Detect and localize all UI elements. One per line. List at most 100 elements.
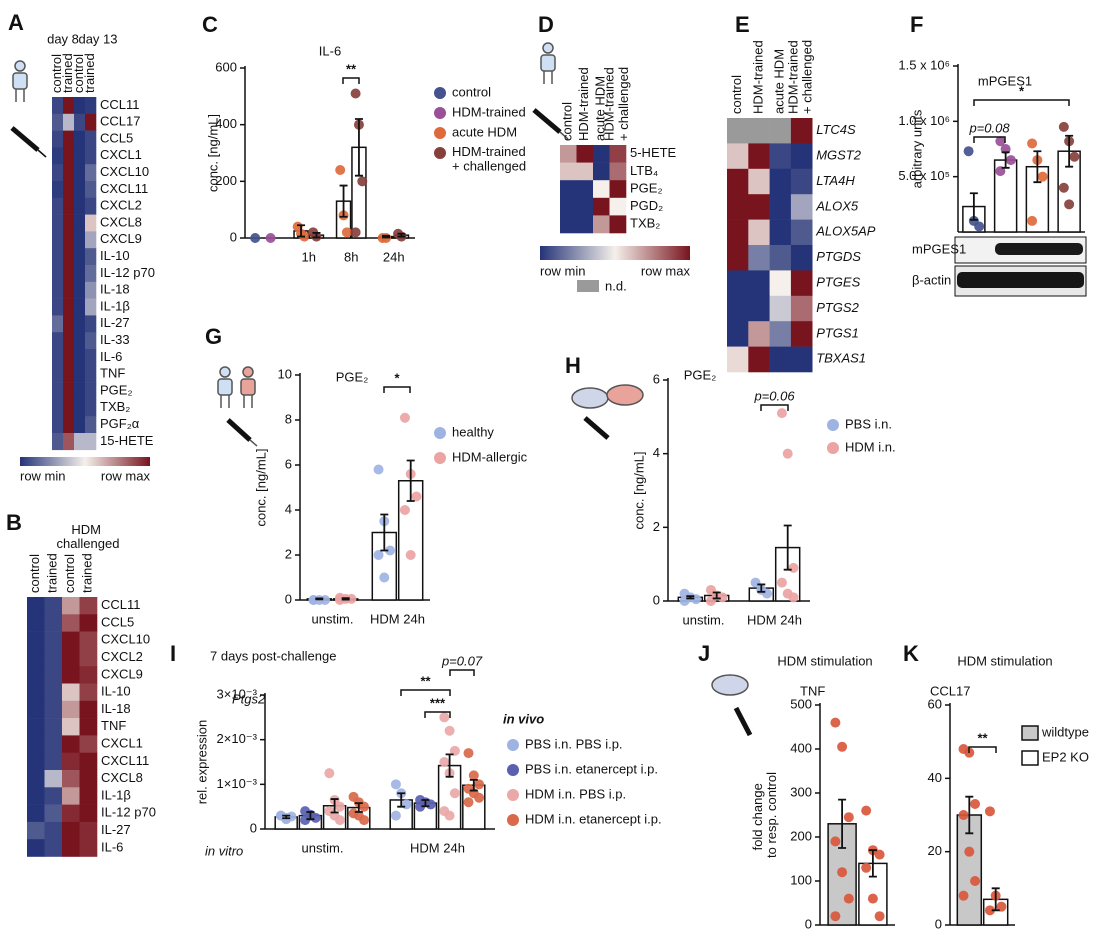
legend-label: HDM i.n. — [845, 439, 896, 454]
nd-label: n.d. — [605, 278, 627, 293]
data-point — [390, 810, 401, 821]
chart-title: mPGES1 — [978, 73, 1032, 88]
heatmap-cell — [593, 197, 610, 216]
heatmap-cell — [44, 839, 63, 857]
heatmap-cell — [576, 145, 594, 163]
heatmap-cell — [62, 735, 80, 753]
heatmap-cell — [63, 349, 75, 367]
row-label: IL-12 p70 — [101, 805, 156, 820]
data-point — [830, 836, 841, 847]
heatmap-cell — [748, 321, 770, 347]
heatmap-cell — [85, 113, 97, 131]
significance-label: * — [394, 370, 400, 385]
heatmap-cell — [63, 197, 75, 215]
y-tick-label: 200 — [215, 173, 237, 188]
column-label: acute HDM — [593, 76, 608, 141]
heatmap-cell — [790, 321, 813, 347]
data-point — [964, 846, 975, 857]
legend-label: HDM-trained + challenged — [452, 144, 529, 173]
row-label: PGD₂ — [630, 198, 663, 213]
row-label: CXCL8 — [100, 214, 142, 229]
data-point — [468, 770, 479, 781]
heatmap-cell — [63, 281, 75, 299]
mouse-icon — [711, 674, 749, 696]
heatmap-cell — [44, 787, 63, 805]
chart-title: 7 days post-challenge — [210, 648, 336, 663]
data-point — [861, 862, 872, 873]
row-label: CCL11 — [100, 97, 140, 112]
error-bar — [421, 799, 430, 808]
y-tick-label: 400 — [790, 740, 812, 755]
heatmap-cell — [769, 321, 792, 347]
heatmap-cell — [79, 597, 98, 615]
heatmap-cell — [63, 147, 75, 165]
row-label: PTGDS — [816, 249, 861, 264]
heatmap-cell — [74, 433, 86, 451]
heatmap-cell — [27, 787, 45, 805]
data-point — [984, 905, 995, 916]
data-point — [444, 810, 455, 821]
significance-bracket — [449, 669, 475, 676]
column-label: HDM-trained + challenged — [786, 37, 815, 114]
syringe-icon — [226, 418, 258, 447]
error-bar — [297, 224, 306, 238]
heatmap-cell — [74, 349, 86, 367]
y-tick-label: 6 — [285, 456, 292, 471]
row-label: TXB₂ — [630, 216, 660, 231]
data-point — [970, 799, 981, 809]
panel-letter: D — [538, 12, 554, 37]
heatmap-cell — [62, 821, 80, 840]
data-point — [963, 146, 974, 157]
data-point — [350, 227, 361, 238]
y-tick-label: 2 — [653, 519, 660, 534]
nd-swatch — [577, 280, 599, 292]
row-label: CXCL8 — [101, 770, 143, 785]
column-group-label: day 13 — [78, 31, 117, 46]
heatmap-cell — [44, 735, 63, 753]
heatmap-cell — [79, 614, 98, 632]
heatmap-cell — [27, 666, 45, 684]
heatmap-cell — [85, 365, 97, 383]
legend-title: in vivo — [503, 711, 544, 726]
significance-bracket — [400, 689, 451, 696]
heatmap-cell — [748, 168, 770, 195]
row-label: PGE₂ — [630, 180, 663, 195]
y-tick-label: 1×10⁻³ — [217, 776, 258, 791]
y-tick-label: 6 — [653, 371, 660, 386]
heatmap-cell — [27, 804, 45, 823]
heatmap-cell — [769, 295, 792, 322]
heatmap-cell — [52, 315, 64, 333]
heatmap-cell — [74, 130, 86, 148]
icons — [10, 42, 753, 737]
heatmap-cell — [79, 718, 98, 736]
row-label: CXCL9 — [101, 666, 143, 681]
heatmap-cell — [52, 399, 64, 417]
data-point — [385, 545, 396, 556]
row-label: IL-1β — [100, 298, 130, 313]
panel-letter: C — [202, 12, 218, 37]
heatmap-cell — [74, 298, 86, 316]
heatmap-cell — [727, 143, 749, 170]
heatmap-cell — [63, 113, 75, 131]
heatmap-cell — [748, 245, 770, 271]
blot-label: β-actin — [912, 272, 951, 287]
panel-letter: F — [910, 12, 923, 37]
data-point — [334, 801, 345, 812]
heatmap-cell — [27, 631, 45, 650]
data-point — [1037, 171, 1048, 182]
heatmap-cell — [52, 416, 64, 434]
error-bar — [354, 802, 363, 813]
row-label: TBXAS1 — [816, 351, 866, 366]
legend-marker — [1021, 725, 1039, 741]
error-bar — [306, 811, 315, 821]
legend-label: acute HDM — [452, 124, 517, 139]
heatmap-cell — [52, 147, 64, 165]
heatmap-cell — [748, 118, 770, 144]
heatmap-cell — [790, 194, 813, 220]
heatmap-cell — [748, 143, 770, 170]
y-tick-label: 200 — [790, 828, 812, 843]
data-point — [335, 165, 346, 175]
row-label: IL-27 — [101, 822, 131, 837]
heatmap-cell — [62, 752, 80, 771]
error-bar — [339, 184, 348, 218]
